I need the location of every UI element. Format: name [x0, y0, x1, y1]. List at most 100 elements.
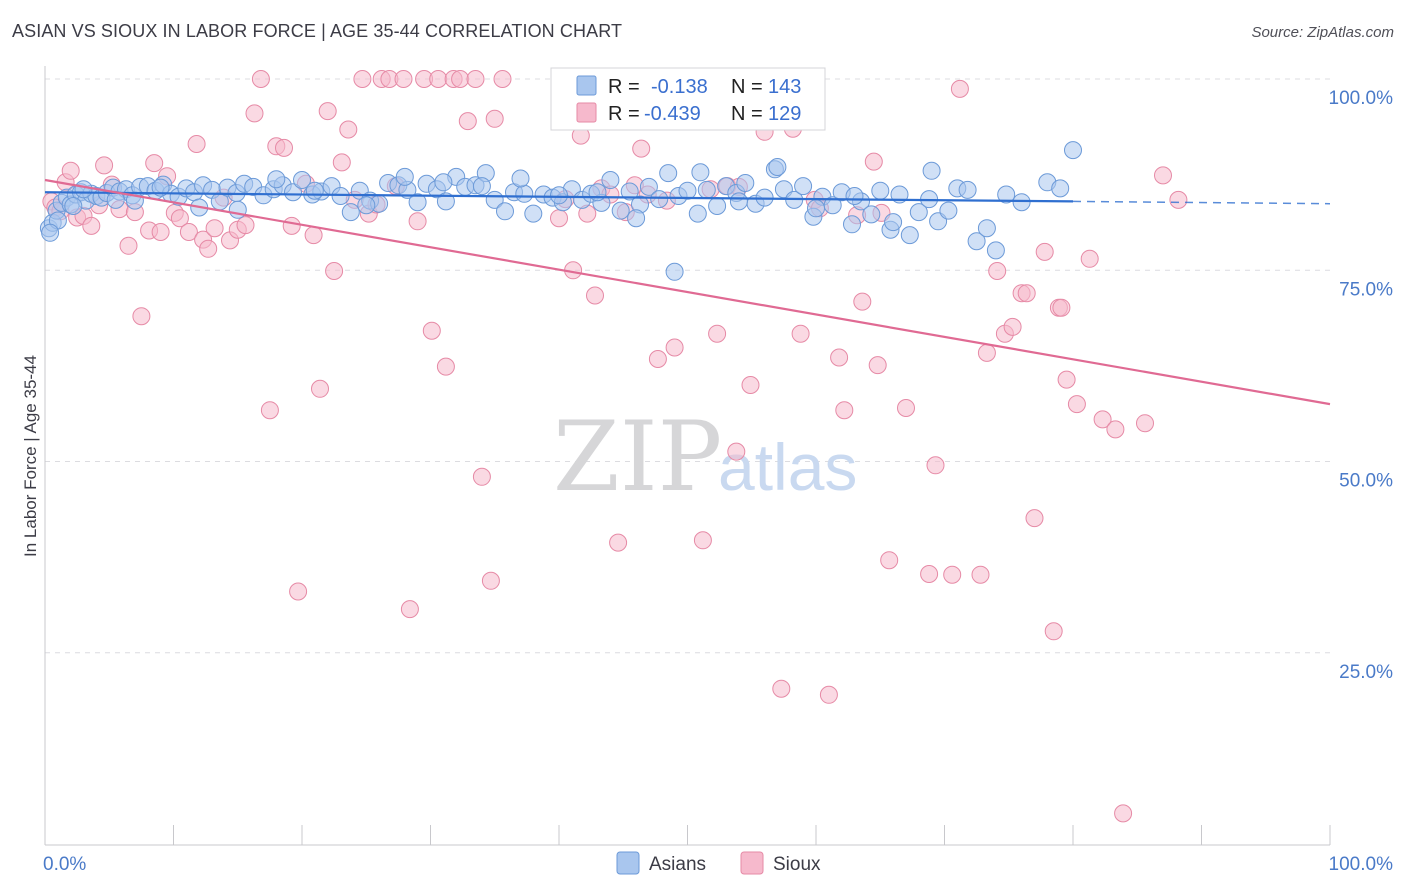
sioux-point: [151, 223, 170, 241]
asians-point: [768, 158, 787, 176]
asians-point: [884, 213, 903, 232]
sioux-point: [145, 154, 164, 173]
asians-point: [736, 174, 755, 192]
watermark: ZIP atlas: [553, 401, 857, 513]
sioux-n-label: N =: [731, 103, 763, 125]
sioux-point: [1106, 420, 1125, 439]
asians-point: [395, 167, 414, 186]
sioux-point: [897, 399, 915, 417]
asians-point: [729, 192, 748, 211]
sioux-point: [1025, 509, 1044, 528]
sioux-point: [791, 324, 810, 343]
asians-point: [284, 183, 302, 202]
sioux-point: [485, 109, 504, 128]
asians-point: [688, 204, 707, 223]
asians-point: [293, 171, 311, 189]
asians-point: [515, 184, 534, 203]
sioux-point: [339, 120, 358, 139]
asians-point: [650, 190, 669, 209]
sioux-point: [481, 571, 500, 590]
sioux-point: [1080, 249, 1099, 268]
x-tick-label-max: 100.0%: [1329, 854, 1394, 875]
asians-point: [524, 204, 543, 223]
sioux-point: [325, 262, 344, 280]
asians-point: [794, 177, 813, 196]
trend-lines: [44, 178, 1331, 406]
sioux-point: [318, 102, 337, 121]
sioux-point: [260, 401, 279, 420]
y-tick-label-50: 50.0%: [1339, 471, 1393, 492]
asians-point: [41, 223, 60, 242]
sioux-point: [1017, 284, 1036, 303]
sioux-point: [971, 565, 990, 584]
sioux-point: [205, 219, 224, 238]
sioux-point: [1114, 804, 1133, 823]
sioux-point: [853, 292, 872, 311]
asians-point: [900, 226, 919, 245]
sioux-r-value: -0.439: [644, 103, 701, 125]
asians-point: [691, 163, 710, 182]
sioux-point: [550, 209, 568, 228]
sioux-point: [868, 356, 887, 375]
asians-point: [550, 186, 568, 205]
legend-sioux-swatch: [740, 851, 764, 875]
sioux-point: [472, 467, 491, 486]
sioux-point: [170, 209, 189, 228]
sioux-point: [1169, 190, 1188, 209]
asians-point: [967, 232, 986, 251]
sioux-point: [245, 104, 264, 123]
sioux-point: [466, 70, 485, 88]
asians-point: [845, 187, 864, 205]
sioux-point: [609, 533, 628, 552]
sioux-point: [119, 236, 138, 255]
y-axis-label: In Labor Force | Age 35-44: [21, 355, 40, 557]
asians-r-value: -0.138: [651, 76, 708, 98]
sioux-point: [493, 70, 512, 88]
sioux-point: [741, 376, 760, 394]
legend-sioux-label: Sioux: [773, 854, 821, 875]
asians-point: [862, 205, 881, 224]
sioux-point: [451, 70, 470, 88]
asians-point: [639, 177, 658, 196]
sioux-point: [819, 685, 838, 704]
legend-asians-swatch: [616, 851, 640, 875]
sioux-trend-line: [44, 178, 1331, 406]
x-tick-label-min: 0.0%: [43, 854, 86, 875]
sioux-point: [665, 338, 684, 357]
legend-asians-label: Asians: [649, 854, 706, 875]
sioux-point: [353, 70, 372, 88]
sioux-point: [1052, 298, 1071, 317]
asians-r-label: R =: [608, 76, 640, 98]
sioux-point: [772, 679, 791, 698]
chart-title: ASIAN VS SIOUX IN LABOR FORCE | AGE 35-4…: [12, 21, 623, 41]
asians-point: [997, 185, 1016, 204]
asians-point: [408, 193, 427, 212]
asians-trend-extension: [1072, 200, 1331, 205]
sioux-point: [332, 153, 351, 172]
asians-point: [341, 203, 360, 222]
sioux-point: [632, 139, 651, 158]
sioux-point: [422, 321, 441, 340]
sioux-point: [988, 262, 1007, 280]
asians-point: [977, 219, 996, 238]
sioux-point: [648, 350, 667, 368]
sioux-point: [926, 456, 945, 475]
bottom-legend: Asians Sioux: [616, 851, 821, 875]
asians-point: [434, 173, 453, 192]
sioux-point: [458, 112, 477, 131]
sioux-point: [132, 307, 151, 326]
sioux-point: [864, 152, 883, 171]
y-tick-label-100: 100.0%: [1329, 88, 1394, 109]
asians-n-label: N =: [731, 76, 763, 98]
asians-point: [64, 197, 83, 215]
y-tick-label-75: 75.0%: [1339, 279, 1393, 300]
sioux-point: [304, 226, 323, 245]
chart-source: Source: ZipAtlas.com: [1251, 24, 1394, 41]
sioux-point: [977, 343, 996, 362]
sioux-point: [429, 70, 448, 88]
asians-point: [1012, 193, 1031, 212]
sioux-point: [179, 223, 198, 241]
sioux-point: [835, 401, 854, 420]
asians-point: [472, 177, 491, 196]
